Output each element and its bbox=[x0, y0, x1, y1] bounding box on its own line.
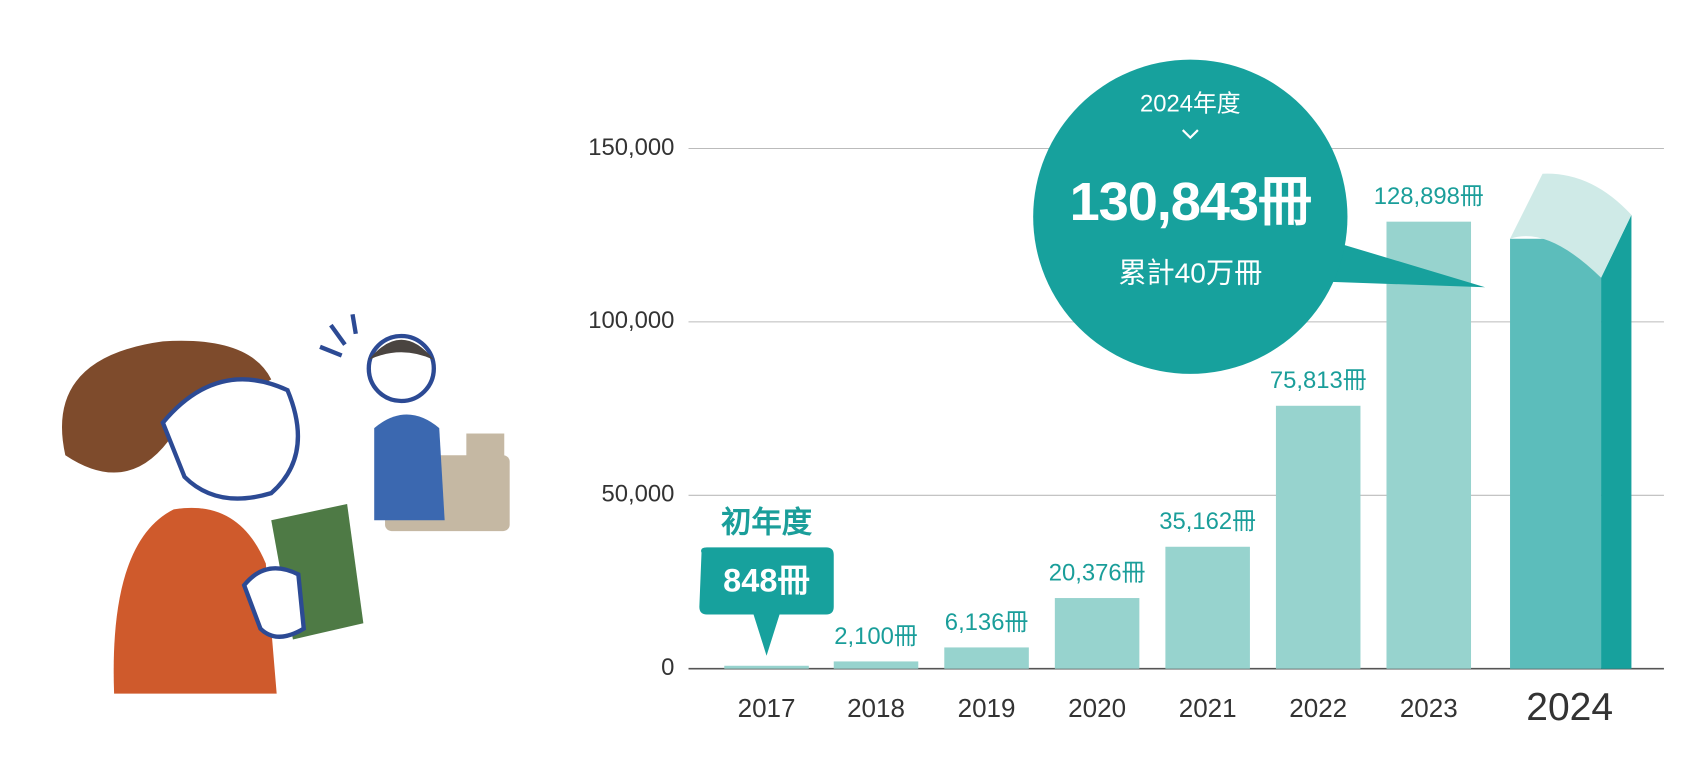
plot-area: 0 50,000 100,000 150,000 2017 初年度 848冊 2018 2,10… bbox=[588, 59, 1664, 729]
y-tick-label: 0 bbox=[661, 654, 674, 681]
x-tick-label: 2024 bbox=[1526, 686, 1613, 729]
value-label: 128,898冊 bbox=[1374, 183, 1484, 210]
bar bbox=[1054, 598, 1140, 669]
x-tick-label: 2022 bbox=[1289, 693, 1347, 723]
value-label: 130,843冊 bbox=[1070, 172, 1312, 232]
annotation-first-year: 初年度 bbox=[721, 506, 813, 540]
y-tick-label: 100,000 bbox=[588, 307, 674, 334]
bar bbox=[1165, 546, 1250, 669]
x-tick-label: 2021 bbox=[1179, 693, 1237, 723]
label-box bbox=[699, 547, 834, 656]
value-label: 35,162冊 bbox=[1159, 508, 1256, 535]
chevron bbox=[1181, 129, 1199, 140]
value-label: 848冊 bbox=[723, 563, 810, 599]
x-tick-label: 2017 bbox=[738, 693, 796, 723]
bar bbox=[1386, 221, 1472, 669]
callout-bubble bbox=[1033, 59, 1348, 374]
highlight-bar bbox=[1510, 173, 1632, 669]
bar bbox=[833, 661, 919, 669]
y-tick-label: 50,000 bbox=[602, 481, 675, 508]
value-label: 2,100冊 bbox=[834, 623, 917, 650]
annotation-cumulative: 累計40万冊 bbox=[1118, 257, 1262, 289]
y-tick-label: 150,000 bbox=[588, 134, 674, 161]
x-tick-label: 2020 bbox=[1068, 693, 1126, 723]
x-tick-label: 2023 bbox=[1400, 693, 1458, 723]
illustration bbox=[61, 313, 510, 694]
bar bbox=[944, 647, 1029, 669]
x-tick-label: 2019 bbox=[958, 693, 1016, 723]
x-tick-label: 2018 bbox=[847, 693, 905, 723]
value-label: 20,376冊 bbox=[1049, 559, 1146, 586]
bar-side bbox=[1601, 214, 1632, 669]
bar bbox=[1275, 405, 1361, 669]
value-label: 75,813冊 bbox=[1270, 367, 1367, 394]
bar bbox=[724, 665, 809, 669]
value-label: 6,136冊 bbox=[945, 609, 1028, 636]
book-pages bbox=[1510, 173, 1632, 278]
bar-front bbox=[1510, 238, 1602, 669]
annotation-year: 2024年度 bbox=[1140, 90, 1241, 117]
